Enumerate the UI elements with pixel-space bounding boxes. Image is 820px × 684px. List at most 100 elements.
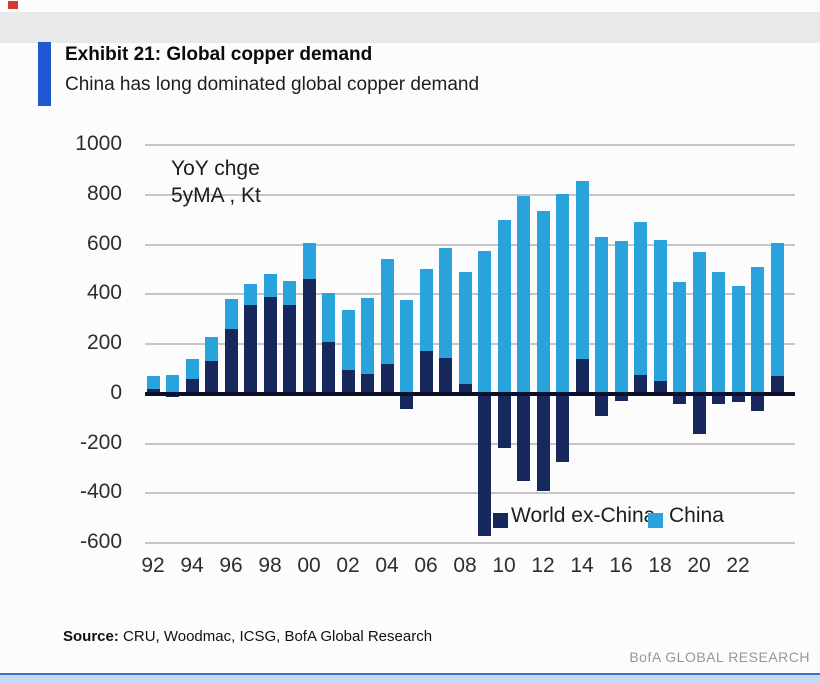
bar-2022-world-ex-china <box>731 393 745 403</box>
y-tick-label-200: 200 <box>86 331 122 354</box>
bar-2019-world-ex-china <box>673 393 686 404</box>
bar-2017-china <box>634 222 647 376</box>
bar-2019-china <box>673 281 686 394</box>
x-tick-label-02: 02 <box>336 554 360 577</box>
zero-axis-line <box>145 391 795 396</box>
x-tick-label-94: 94 <box>180 554 204 577</box>
annotation-line-2: 5yMA , Kt <box>171 184 261 207</box>
bar-2011-china <box>517 195 530 394</box>
exhibit-accent-bar <box>38 42 51 106</box>
chart-annotation: YoY chge 5yMA , Kt <box>171 155 261 209</box>
bar-2014-china <box>575 181 589 359</box>
gridline-600 <box>145 243 795 246</box>
footer-accent-line <box>0 673 820 675</box>
x-tick-label-20: 20 <box>687 554 711 577</box>
annotation-line-1: YoY chge <box>171 157 260 180</box>
x-tick-label-92: 92 <box>141 554 165 577</box>
chart-plot-area: YoY chge 5yMA , Kt World ex-China China <box>145 144 795 544</box>
bar-2003-world-ex-china <box>361 373 374 394</box>
red-corner-mark <box>8 1 18 9</box>
source-row: Source: CRU, Woodmac, ICSG, BofA Global … <box>63 628 432 645</box>
bar-2007-china <box>439 248 452 358</box>
bar-2005-world-ex-china <box>400 393 413 409</box>
exhibit-title: Exhibit 21: Global copper demand <box>65 44 373 65</box>
x-tick-label-96: 96 <box>219 554 243 577</box>
bar-2006-world-ex-china <box>419 351 433 394</box>
bar-2017-world-ex-china <box>634 375 647 394</box>
x-tick-label-18: 18 <box>648 554 672 577</box>
bar-1994-china <box>185 358 199 379</box>
exhibit-subtitle: China has long dominated global copper d… <box>65 74 480 95</box>
legend-world-ex-china-label: World ex-China <box>511 504 656 527</box>
x-tick-label-04: 04 <box>375 554 399 577</box>
bar-2023-china <box>751 266 764 394</box>
x-tick-label-12: 12 <box>531 554 555 577</box>
source-label: Source: <box>63 628 119 645</box>
bar-2008-china <box>458 271 472 384</box>
x-tick-label-14: 14 <box>570 554 594 577</box>
y-axis-labels: 1000 800 600 400 200 0 -200 -400 -600 <box>30 132 130 553</box>
bar-1997-china <box>244 284 257 306</box>
window-top-band <box>0 12 820 43</box>
bar-1995-china <box>205 336 218 362</box>
bar-1997-world-ex-china <box>244 305 257 394</box>
legend-china-swatch <box>648 513 663 528</box>
y-tick-label-800: 800 <box>86 181 122 205</box>
bar-1993-china <box>166 375 179 394</box>
bar-2004-world-ex-china <box>380 363 394 394</box>
y-tick-label-400: 400 <box>86 281 122 305</box>
bar-2013-world-ex-china <box>556 393 569 463</box>
bar-2015-china <box>595 237 608 394</box>
bar-2021-china <box>712 271 725 394</box>
bar-2000-world-ex-china <box>302 279 316 394</box>
bar-1992-china <box>146 376 160 389</box>
bar-2014-world-ex-china <box>575 358 589 394</box>
bar-2010-china <box>497 219 511 394</box>
bar-1994-world-ex-china <box>185 378 199 394</box>
bar-2023-world-ex-china <box>751 393 764 412</box>
bar-2004-china <box>380 259 394 364</box>
bar-2016-world-ex-china <box>614 393 628 402</box>
y-tick-label--200: -200 <box>79 430 122 454</box>
footer-brand: BofA GLOBAL RESEARCH <box>629 649 810 665</box>
bar-2011-world-ex-china <box>517 393 530 481</box>
bar-2010-world-ex-china <box>497 393 511 449</box>
y-tick-label-0: 0 <box>110 380 122 404</box>
y-tick-label--400: -400 <box>79 480 122 504</box>
bar-2015-world-ex-china <box>595 393 608 417</box>
bar-2005-china <box>400 300 413 394</box>
bar-1995-world-ex-china <box>205 361 218 394</box>
bar-1992-world-ex-china <box>146 388 160 394</box>
bar-1999-world-ex-china <box>283 305 296 394</box>
bar-2001-china <box>322 293 335 342</box>
x-tick-label-06: 06 <box>414 554 438 577</box>
x-tick-label-00: 00 <box>297 554 321 577</box>
bar-1998-china <box>263 274 277 297</box>
bar-2020-china <box>692 251 706 394</box>
bar-2022-china <box>731 285 745 394</box>
gridline-1000 <box>145 144 795 146</box>
bar-2009-china <box>478 250 491 394</box>
bar-2012-china <box>536 210 550 394</box>
bar-2012-world-ex-china <box>536 393 550 491</box>
x-tick-label-10: 10 <box>492 554 516 577</box>
bar-2024-world-ex-china <box>770 376 784 394</box>
x-tick-label-16: 16 <box>609 554 633 577</box>
bar-2020-world-ex-china <box>692 393 706 434</box>
bar-2002-world-ex-china <box>341 370 355 394</box>
legend-world-ex-china-swatch <box>493 513 508 528</box>
gridline--200 <box>145 442 795 445</box>
bar-2003-china <box>361 297 374 374</box>
y-tick-label-600: 600 <box>86 231 122 255</box>
bar-1999-china <box>283 280 296 306</box>
x-tick-label-22: 22 <box>726 554 750 577</box>
bar-2006-china <box>419 269 433 352</box>
bar-1996-china <box>224 299 238 330</box>
bar-2018-china <box>653 239 667 382</box>
x-axis-labels: 92 94 96 98 00 02 04 06 08 10 12 14 16 18 20 22 <box>0 554 820 582</box>
bar-2021-world-ex-china <box>712 393 725 404</box>
bar-1998-world-ex-china <box>263 296 277 394</box>
gridline--600 <box>145 542 795 544</box>
x-tick-label-98: 98 <box>258 554 282 577</box>
bar-2000-china <box>302 243 316 280</box>
